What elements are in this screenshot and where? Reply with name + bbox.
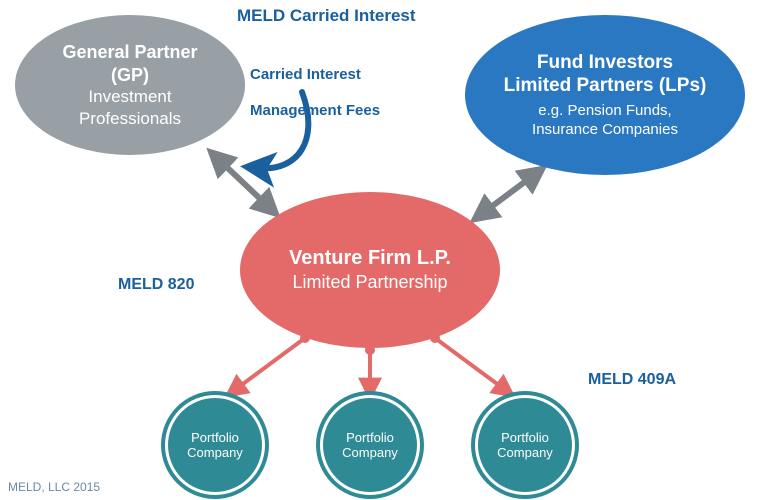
pc1-l1: Portfolio xyxy=(191,430,239,445)
diagram-stage: General Partner (GP) Investment Professi… xyxy=(0,0,770,500)
label-meld-409a: MELD 409A xyxy=(588,370,676,389)
label-carried-line2: Management Fees xyxy=(250,102,380,119)
node-venture-firm: Venture Firm L.P. Limited Partnership xyxy=(240,192,500,348)
pc1-l2: Company xyxy=(187,445,243,460)
gp-sub3: Professionals xyxy=(79,108,181,129)
arrow-vc-pc3 xyxy=(430,333,508,392)
arrow-vc-pc1 xyxy=(232,333,310,392)
arrow-vc-pc2 xyxy=(365,345,375,392)
label-carried-line1: Carried Interest xyxy=(250,66,361,83)
lp-title1: Fund Investors xyxy=(537,51,673,75)
node-portfolio-1: Portfolio Company xyxy=(168,398,262,492)
lp-title2: Limited Partners (LPs) xyxy=(504,74,707,98)
vc-title: Venture Firm L.P. xyxy=(289,246,451,271)
gp-sub1: (GP) xyxy=(111,64,149,87)
gp-title: General Partner xyxy=(62,41,197,64)
label-carried-fees: Carried Interest Management Fees xyxy=(250,48,380,120)
lp-sub2: Insurance Companies xyxy=(532,121,678,140)
pc3-l1: Portfolio xyxy=(501,430,549,445)
label-meld-carried-interest: MELD Carried Interest xyxy=(237,6,416,26)
pc2-l2: Company xyxy=(342,445,398,460)
gp-sub2: Investment xyxy=(88,86,171,107)
pc3-l2: Company xyxy=(497,445,553,460)
label-meld-820: MELD 820 xyxy=(118,275,194,294)
node-general-partner: General Partner (GP) Investment Professi… xyxy=(15,15,245,155)
arrow-gp-vc xyxy=(215,156,272,210)
vc-sub: Limited Partnership xyxy=(292,271,447,294)
pc2-l1: Portfolio xyxy=(346,430,394,445)
arrow-lp-vc xyxy=(479,172,538,216)
node-limited-partners: Fund Investors Limited Partners (LPs) e.… xyxy=(465,15,745,175)
node-portfolio-3: Portfolio Company xyxy=(478,398,572,492)
lp-sub1: e.g. Pension Funds, xyxy=(538,102,671,121)
footer-copyright: MELD, LLC 2015 xyxy=(8,480,100,494)
node-portfolio-2: Portfolio Company xyxy=(323,398,417,492)
